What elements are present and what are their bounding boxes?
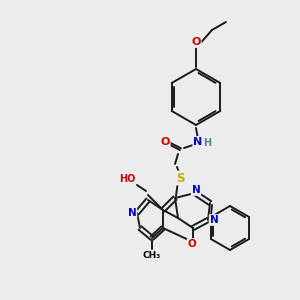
- Text: HO: HO: [119, 174, 135, 184]
- Text: O: O: [188, 239, 196, 249]
- Text: O: O: [160, 137, 170, 147]
- Text: CH₃: CH₃: [143, 251, 161, 260]
- Text: N: N: [128, 208, 136, 218]
- Text: N: N: [210, 215, 218, 225]
- Text: S: S: [176, 172, 184, 184]
- Text: N: N: [192, 185, 200, 195]
- Text: H: H: [203, 138, 211, 148]
- Text: N: N: [194, 137, 202, 147]
- Text: O: O: [191, 37, 201, 47]
